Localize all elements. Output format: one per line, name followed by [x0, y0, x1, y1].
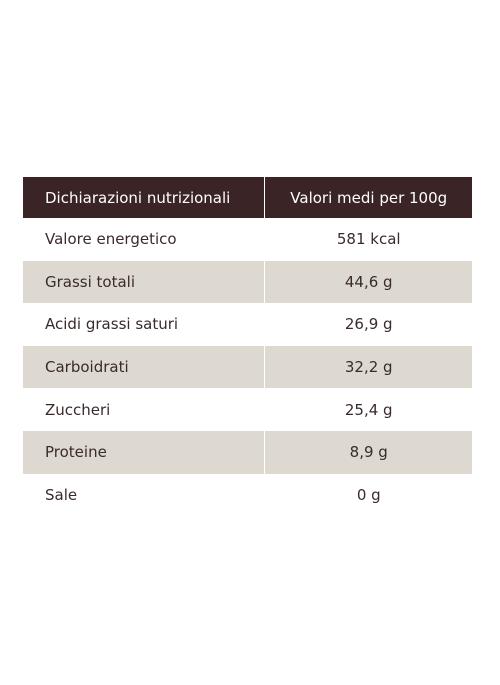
- nutrition-table: Dichiarazioni nutrizionali Valori medi p…: [23, 177, 472, 516]
- table-row: Proteine 8,9 g: [23, 430, 472, 474]
- table-row: Grassi totali 44,6 g: [23, 260, 472, 304]
- label-cell: Sale: [45, 485, 78, 504]
- value-cell: 25,4 g: [344, 400, 393, 419]
- table-row: Acidi grassi saturi 26,9 g: [23, 303, 472, 346]
- value-cell: 581 kcal: [336, 230, 401, 249]
- label-cell: Zuccheri: [45, 400, 111, 419]
- table-row: Valore energetico 581 kcal: [23, 218, 472, 261]
- value-cell: 8,9 g: [265, 430, 472, 474]
- label-cell: Valore energetico: [45, 230, 177, 249]
- table-row: Zuccheri 25,4 g: [23, 388, 472, 431]
- value-cell: 32,2 g: [265, 345, 472, 389]
- value-cell: 0 g: [356, 485, 381, 504]
- header-cell: Dichiarazioni nutrizionali: [23, 177, 265, 218]
- table-row: Sale 0 g: [23, 474, 472, 517]
- value-cell: 26,9 g: [344, 315, 393, 334]
- label-cell: Carboidrati: [23, 345, 265, 389]
- table-row: Carboidrati 32,2 g: [23, 345, 472, 389]
- table-header: Dichiarazioni nutrizionali Valori medi p…: [23, 177, 472, 218]
- value-cell: 44,6 g: [265, 260, 472, 304]
- label-cell: Proteine: [23, 430, 265, 474]
- label-cell: Grassi totali: [23, 260, 265, 304]
- label-cell: Acidi grassi saturi: [45, 315, 179, 334]
- header-cell: Valori medi per 100g: [265, 177, 472, 218]
